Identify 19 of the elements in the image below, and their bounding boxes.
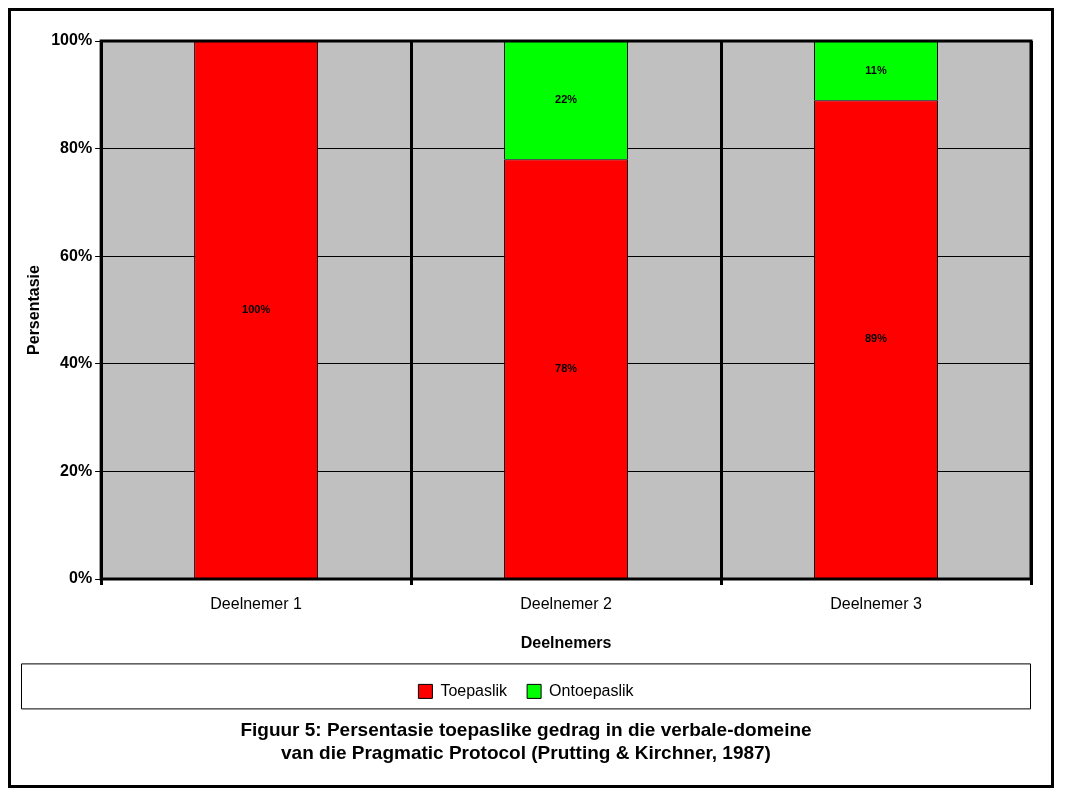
y-tick-label: 60%	[60, 246, 93, 264]
data-label: 22%	[555, 93, 578, 106]
data-label: 11%	[865, 63, 887, 76]
legend-label: Ontoepaslik	[549, 681, 635, 699]
text: Figuur 5: Persentasie toepaslike gedrag in die verbale-domeine van die Pragmatic Protocol (Prutting & Kirchner, 1987)	[240, 719, 812, 763]
x-tick-label: Deelnemer 3	[830, 595, 922, 613]
y-tick-label: 80%	[60, 139, 93, 157]
y-tick-label: 0%	[69, 569, 93, 587]
x-tick-label: Deelnemer 2	[520, 595, 612, 613]
data-label: 89%	[865, 332, 888, 345]
legend-label: Toepaslik	[440, 681, 509, 699]
data-label: 78%	[555, 361, 578, 374]
y-axis-title: Persentasie	[25, 264, 43, 355]
data-label: 100%	[242, 302, 271, 315]
y-tick-label: 20%	[60, 461, 93, 479]
y-tick-label: 40%	[60, 354, 93, 372]
x-tick-label: Deelnemer 1	[210, 595, 302, 613]
y-tick-label: 100%	[51, 31, 93, 49]
x-axis-title: Deelnemers	[520, 634, 612, 652]
